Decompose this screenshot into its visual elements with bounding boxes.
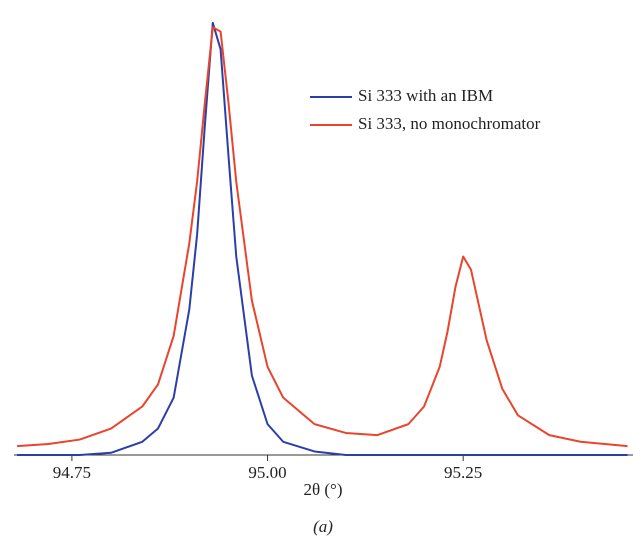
legend-label: Si 333, no monochromator [358,114,541,133]
caption: (a) [313,517,333,536]
legend-label: Si 333 with an IBM [358,86,493,105]
x-tick-label: 95.25 [444,463,482,482]
data-line [17,21,628,456]
x-tick-label: 94.75 [53,463,91,482]
x-axis-label: 2θ (°) [303,480,342,499]
x-tick-label: 95.00 [248,463,286,482]
data-line [17,26,628,448]
